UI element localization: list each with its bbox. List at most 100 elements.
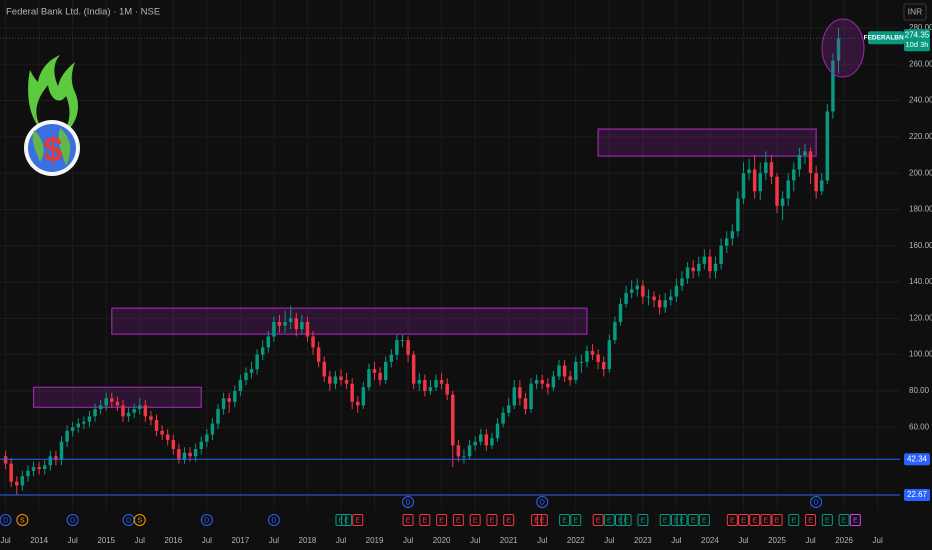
- candle-body: [104, 398, 108, 406]
- candle-body: [154, 419, 159, 431]
- candle-body: [697, 263, 701, 272]
- candle-body: [708, 256, 712, 272]
- candle-body: [674, 285, 679, 297]
- candle-body: [383, 361, 388, 381]
- candle-body: [227, 398, 231, 402]
- event-icon: [676, 514, 688, 526]
- x-tick-label: Jul: [0, 536, 10, 545]
- x-tick-label: 2019: [366, 536, 384, 545]
- event-icon: [805, 514, 817, 526]
- event-label: E: [764, 517, 769, 524]
- candle-body: [825, 111, 830, 181]
- candle-body: [165, 434, 170, 440]
- candle-body: [501, 412, 505, 424]
- event-icon: [200, 514, 213, 526]
- hline-label-bg: [904, 488, 930, 501]
- hline-label-bg: [904, 453, 930, 466]
- candle-body: [769, 162, 774, 177]
- candle-body: [26, 470, 30, 477]
- event-icon: [737, 514, 749, 526]
- candle-body: [65, 430, 69, 442]
- currency-box: [903, 3, 927, 21]
- candle-body: [534, 380, 539, 384]
- x-tick-label: 2020: [433, 536, 451, 545]
- candle-body: [121, 405, 125, 417]
- logo: $: [24, 55, 80, 176]
- candle-body: [490, 438, 494, 446]
- candle-body: [613, 321, 617, 341]
- candle-body: [797, 154, 802, 170]
- event-label: D: [814, 499, 819, 506]
- candle-body: [406, 340, 410, 355]
- x-tick-label: Jul: [671, 536, 681, 545]
- candle-body: [3, 456, 8, 464]
- candle-body: [590, 351, 595, 355]
- candle-body: [831, 60, 835, 112]
- candle-body: [171, 439, 176, 450]
- candle-body: [814, 173, 818, 192]
- x-tick-label: Jul: [135, 536, 145, 545]
- event-icon: [335, 514, 347, 526]
- candle-body: [607, 340, 612, 370]
- y-tick-label: 120.00: [909, 313, 932, 322]
- event-icon: [503, 514, 515, 526]
- event-icon: [810, 496, 823, 508]
- y-tick-label: 200.00: [909, 168, 932, 177]
- candle-body: [87, 416, 92, 422]
- candle-body: [685, 267, 690, 279]
- event-label: E: [842, 517, 847, 524]
- candle-body: [836, 38, 841, 61]
- x-tick-label: Jul: [336, 536, 346, 545]
- candle-body: [730, 231, 735, 239]
- x-tick-label: 2024: [701, 536, 719, 545]
- axes: 60.00 80.00 100.00 120.00 140.00 160.00 180.00…: [0, 23, 932, 545]
- candle-body: [529, 383, 533, 410]
- candle-body: [792, 169, 796, 181]
- candle-body: [20, 476, 25, 486]
- x-tick-label: Jul: [604, 536, 614, 545]
- event-icon: [419, 514, 431, 526]
- candle-body: [266, 336, 271, 348]
- candle-body: [93, 409, 97, 417]
- candle-body: [652, 296, 656, 301]
- x-tick-label: 2018: [299, 536, 317, 545]
- event-label: E: [825, 517, 830, 524]
- event-label: D: [540, 499, 545, 506]
- logo-symbol: $: [44, 131, 63, 169]
- candle-body: [719, 245, 723, 264]
- candle-body: [680, 278, 684, 286]
- x-tick-label: 2014: [30, 536, 48, 545]
- candle-body: [473, 441, 477, 446]
- event-icon: [749, 514, 761, 526]
- candle-body: [669, 296, 673, 301]
- candle-body: [356, 401, 360, 406]
- candle-body: [210, 423, 215, 435]
- logo-flame: [28, 55, 78, 135]
- candle-body: [820, 180, 824, 192]
- event-icon: [133, 514, 146, 526]
- candle-body: [512, 387, 517, 406]
- event-label: E: [663, 517, 668, 524]
- candle-body: [205, 434, 209, 442]
- candle-body: [294, 318, 299, 330]
- candle-body: [747, 169, 751, 174]
- event-label: E: [344, 517, 349, 524]
- candle-body: [423, 380, 427, 391]
- symbol-label: FEDERALBNK: [864, 34, 909, 41]
- x-tick-label: Jul: [873, 536, 883, 545]
- event-label: E: [791, 517, 796, 524]
- event-label: E: [596, 517, 601, 524]
- zone: [111, 307, 588, 335]
- event-label: E: [406, 517, 411, 524]
- candle-body: [344, 380, 349, 384]
- candle-body: [434, 380, 438, 388]
- candle-body: [244, 372, 248, 381]
- event-label: S: [20, 517, 25, 524]
- candle-body: [562, 365, 567, 377]
- candle-body: [596, 354, 600, 362]
- candle-body: [98, 405, 103, 410]
- x-tick-label: Jul: [202, 536, 212, 545]
- candle-body: [149, 416, 153, 420]
- event-icon: [352, 514, 364, 526]
- candle-body: [311, 336, 315, 348]
